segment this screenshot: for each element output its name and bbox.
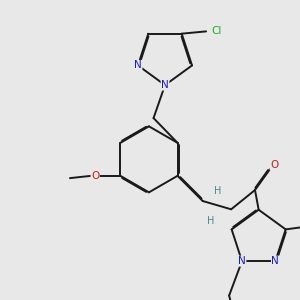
Text: H: H	[214, 186, 221, 196]
Text: N: N	[161, 80, 169, 90]
Text: O: O	[270, 160, 278, 170]
Text: N: N	[238, 256, 246, 266]
Text: H: H	[207, 216, 214, 226]
Text: N: N	[272, 256, 279, 266]
Text: O: O	[91, 171, 99, 181]
Text: N: N	[134, 60, 142, 70]
Text: Cl: Cl	[211, 26, 221, 36]
